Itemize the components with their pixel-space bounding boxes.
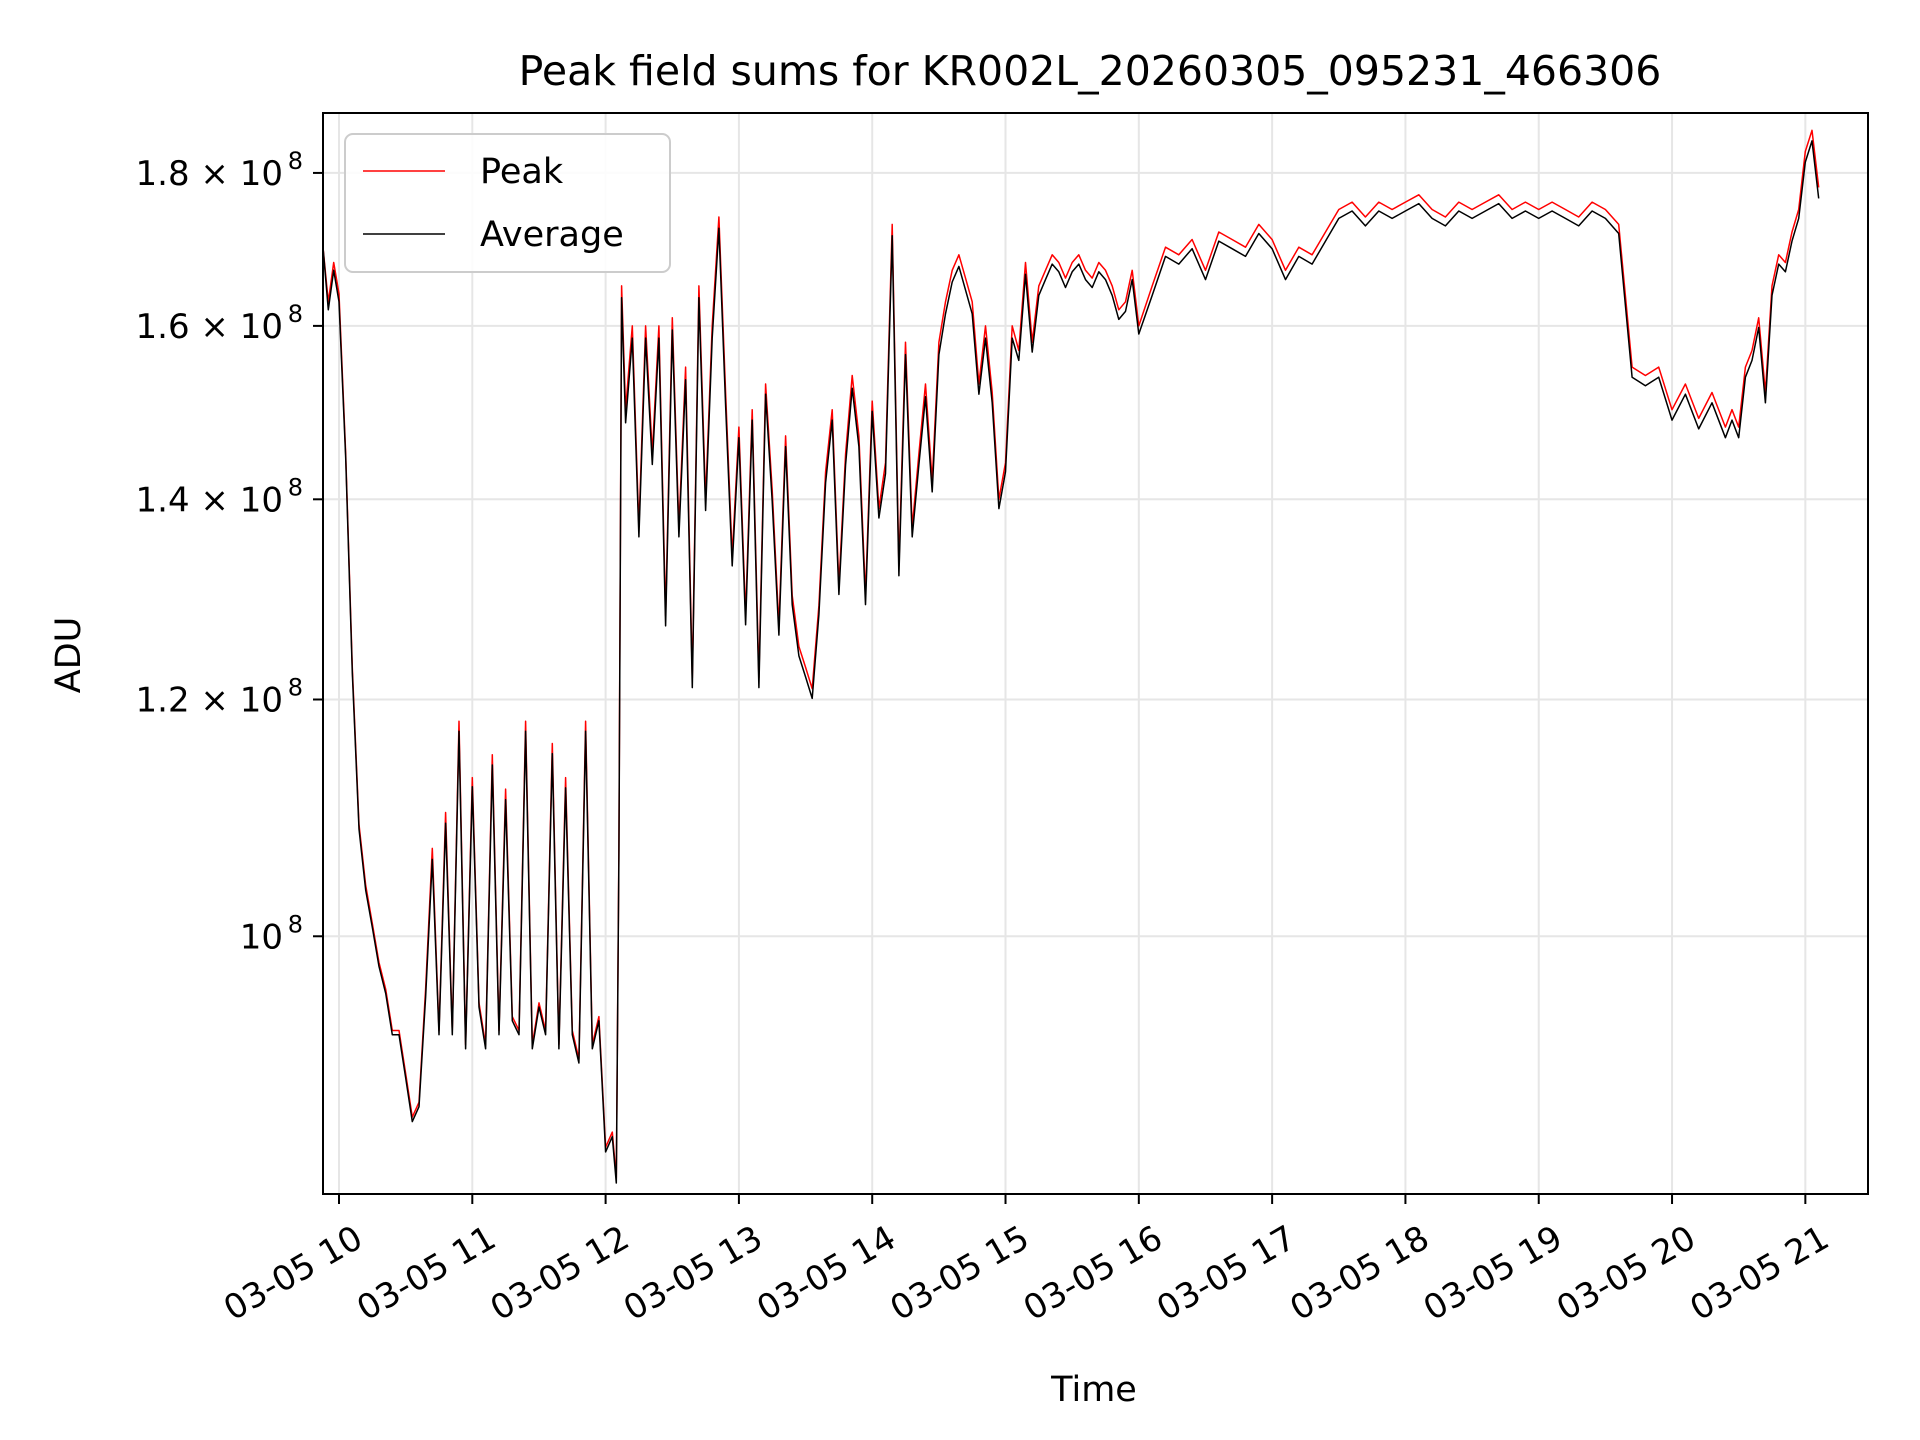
y-tick-label: 1.8 × 10 (136, 154, 283, 194)
legend-label-peak: Peak (480, 152, 564, 192)
grid (323, 113, 1868, 1194)
y-tick-exponent: 8 (288, 673, 303, 701)
y-axis: 10 81.2 × 10 81.4 × 10 81.6 × 10 81.8 × 10 8 (136, 147, 323, 957)
plot-frame (322, 112, 1869, 1195)
legend-box (344, 133, 671, 273)
y-tick-label: 1.4 × 10 (136, 480, 283, 520)
x-axis-label: Time (1050, 1370, 1137, 1410)
y-tick-exponent: 8 (288, 147, 303, 175)
y-tick-exponent: 8 (288, 910, 303, 938)
y-tick-exponent: 8 (288, 300, 303, 328)
legend-label-average: Average (480, 215, 624, 255)
y-tick-exponent: 8 (288, 473, 303, 501)
series-line-average (322, 140, 1820, 1184)
legend: Peak Average (344, 133, 671, 273)
y-tick-label: 1.6 × 10 (136, 307, 283, 347)
chart-title: Peak field sums for KR002L_20260305_0952… (519, 47, 1662, 95)
data-series (322, 129, 1820, 1184)
y-axis-label: ADU (49, 617, 89, 694)
y-tick-label: 1.2 × 10 (136, 680, 283, 720)
y-tick-label: 10 (240, 917, 283, 957)
